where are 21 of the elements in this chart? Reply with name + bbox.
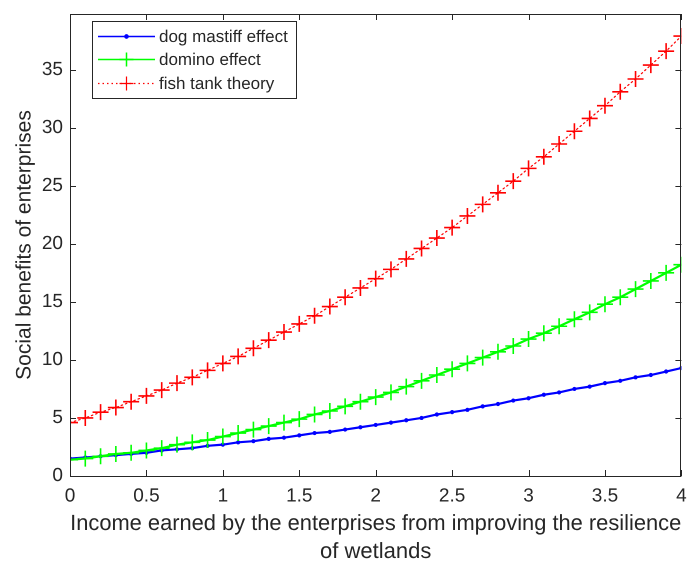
y-tick-label: 5 (52, 407, 63, 428)
x-tick-label: 3 (523, 486, 534, 507)
y-tick-label: 15 (42, 291, 63, 312)
legend-label: fish tank theory (159, 74, 275, 94)
x-tick-label: 3.5 (592, 486, 618, 507)
x-tick-label: 2.5 (438, 486, 466, 507)
y-axis-title: Social benefits of enterprises (12, 110, 36, 380)
x-tick-label: 0.5 (133, 486, 160, 507)
x-tick-label: 4 (676, 486, 688, 507)
y-tick-label: 10 (42, 349, 63, 370)
y-tick-label: 20 (42, 233, 63, 254)
y-tick-label: 35 (42, 58, 63, 80)
x-tick-label: 1 (218, 486, 228, 507)
legend-label: dog mastiff effect (159, 27, 288, 46)
x-tick-label: 1.5 (286, 486, 312, 507)
y-tick-label: 25 (42, 175, 63, 196)
legend-label: domino effect (159, 50, 262, 70)
x-tick-label: 2 (370, 486, 381, 507)
x-axis-title: Income earned by the enterprises from improving the resilience of wetlands (70, 510, 682, 564)
y-tick-label: 30 (42, 116, 63, 138)
y-tick-label: 0 (52, 465, 63, 486)
